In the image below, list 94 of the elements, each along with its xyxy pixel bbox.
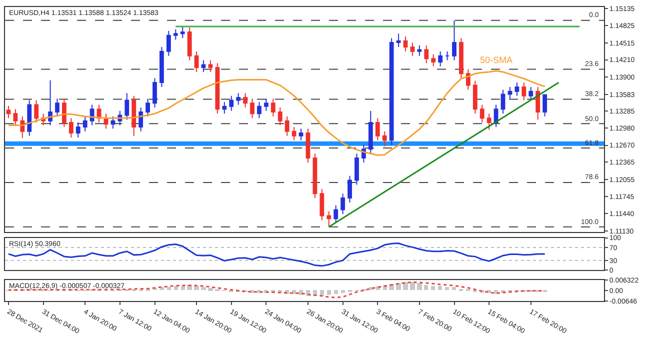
candlestick (264, 98, 268, 112)
candlestick (166, 30, 171, 56)
bar (194, 286, 199, 290)
series-label: 50-SMA (480, 55, 513, 65)
candlestick (132, 95, 136, 136)
candlestick (486, 113, 492, 130)
bar (174, 286, 178, 290)
candlestick (6, 105, 11, 119)
candlestick (76, 122, 80, 138)
candlestick (187, 27, 192, 61)
bar (292, 290, 296, 294)
candlestick (278, 107, 282, 126)
bar (334, 290, 338, 294)
candlestick (472, 80, 478, 114)
line-series (8, 242, 546, 267)
candlestick (62, 98, 66, 128)
candlestick (298, 128, 304, 141)
candlestick (110, 116, 116, 130)
candlestick (236, 92, 241, 106)
candlestick (334, 204, 338, 224)
candlestick (445, 50, 450, 61)
candlestick (34, 100, 39, 124)
bar (341, 290, 345, 293)
candlestick (124, 92, 130, 120)
candlestick (522, 82, 526, 101)
candlestick (438, 50, 443, 67)
candlestick (284, 116, 290, 136)
candlestick (536, 86, 540, 120)
candlestick (55, 98, 60, 117)
candlestick (375, 118, 380, 141)
bar (431, 286, 435, 290)
candlestick (13, 108, 18, 126)
candlestick (431, 54, 436, 67)
candlestick (48, 80, 52, 126)
bar (452, 286, 456, 290)
candlestick (257, 101, 262, 119)
candlestick (270, 98, 276, 117)
candlestick (348, 175, 352, 203)
bar (494, 290, 498, 294)
candlestick (508, 86, 512, 100)
bar (424, 284, 428, 290)
candlestick (180, 26, 185, 39)
bar (181, 286, 185, 290)
bar (208, 288, 213, 291)
bar (403, 282, 408, 290)
bar (327, 290, 331, 295)
candlestick (459, 38, 464, 79)
candlestick (340, 193, 346, 215)
candlestick (312, 153, 318, 199)
candlestick (68, 118, 74, 138)
candlestick (500, 89, 506, 114)
candlestick (452, 20, 456, 61)
candlestick (82, 116, 88, 132)
candlestick (146, 98, 150, 117)
candlestick (424, 44, 429, 64)
candlestick (494, 104, 498, 128)
candlestick (396, 33, 401, 48)
candlestick (389, 38, 394, 146)
candlestick (382, 130, 387, 147)
candlestick (326, 210, 332, 228)
bar (299, 290, 303, 295)
candlestick (306, 128, 310, 163)
bar (445, 286, 449, 290)
candlestick (173, 28, 178, 40)
candlestick (250, 98, 254, 119)
bar (438, 286, 442, 290)
candlestick (368, 110, 373, 154)
candlestick (194, 50, 199, 72)
candlestick (208, 60, 213, 72)
candlestick (215, 62, 220, 114)
candlestick (222, 101, 227, 114)
candlestick (480, 104, 484, 124)
candlestick (292, 126, 296, 141)
candlestick (201, 60, 206, 72)
candlestick (417, 44, 422, 56)
candlestick (514, 82, 520, 96)
candlestick (542, 94, 547, 117)
bar (201, 286, 206, 290)
candlestick (152, 78, 157, 108)
bar (167, 286, 171, 290)
bar (417, 282, 422, 290)
candlestick (160, 46, 164, 88)
candlestick (403, 36, 408, 52)
bar (410, 282, 415, 290)
candlestick (229, 95, 234, 112)
candlestick (27, 100, 32, 136)
candlestick (354, 153, 359, 186)
candlestick (410, 42, 415, 56)
candlestick (243, 92, 248, 108)
line-series (8, 70, 546, 156)
candlestick (138, 107, 144, 132)
candlestick (90, 104, 94, 126)
candlestick (528, 86, 534, 101)
candlestick (320, 188, 324, 221)
